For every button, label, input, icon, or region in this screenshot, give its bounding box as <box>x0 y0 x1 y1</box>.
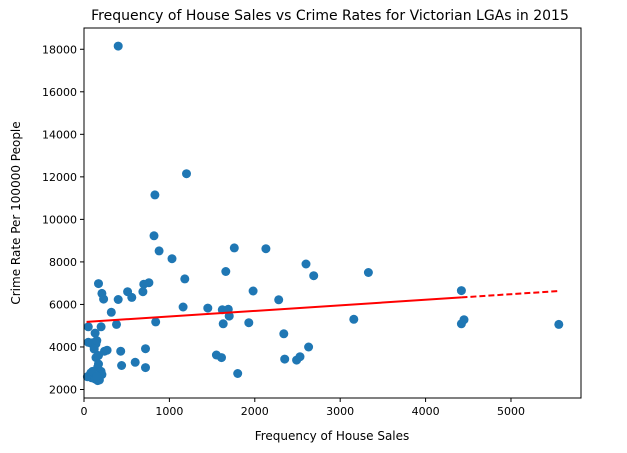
data-point <box>280 354 290 364</box>
data-point <box>112 319 121 329</box>
data-point <box>217 353 226 363</box>
y-tick-label: 4000 <box>49 341 77 354</box>
data-point <box>83 322 93 332</box>
data-point <box>113 295 123 304</box>
data-point <box>94 279 103 289</box>
y-tick-label: 8000 <box>49 256 77 269</box>
y-tick-label: 6000 <box>49 298 77 311</box>
data-point <box>203 303 213 313</box>
data-point <box>456 286 466 296</box>
x-tick-label: 3000 <box>326 405 354 418</box>
data-point <box>154 246 164 256</box>
x-tick-label: 4000 <box>412 405 440 418</box>
data-point <box>224 311 234 321</box>
data-point <box>127 292 137 302</box>
data-point <box>139 279 149 289</box>
x-tick-label: 1000 <box>155 405 183 418</box>
data-point <box>90 328 100 338</box>
data-point <box>150 190 160 200</box>
data-point <box>113 41 123 51</box>
data-point <box>349 314 359 324</box>
data-point <box>138 287 148 297</box>
y-axis-label: Crime Rate Per 100000 People <box>9 121 23 304</box>
data-point <box>167 254 177 264</box>
y-tick-label: 12000 <box>42 171 77 184</box>
y-axis: 2000 4000 6000 8000 10000 12000 14000 16000 1800… <box>42 43 84 396</box>
data-point <box>94 359 103 369</box>
data-point <box>116 346 126 356</box>
data-point <box>178 302 188 312</box>
data-point <box>274 295 284 305</box>
x-tick-label: 0 <box>81 405 88 418</box>
data-point <box>304 342 314 352</box>
trend-line-extrapolated <box>461 290 559 299</box>
data-point <box>180 274 190 284</box>
data-point <box>301 259 311 269</box>
data-point <box>106 307 116 317</box>
data-point <box>363 268 373 277</box>
data-point <box>279 329 289 339</box>
data-point <box>182 169 191 179</box>
y-tick-label: 18000 <box>42 43 77 56</box>
data-point <box>229 243 239 253</box>
chart-title: Frequency of House Sales vs Crime Rates … <box>91 8 569 24</box>
data-point <box>151 317 161 327</box>
data-point <box>554 319 564 329</box>
data-point <box>89 344 99 354</box>
data-point <box>92 371 102 381</box>
data-point <box>248 286 258 296</box>
x-tick-label: 2000 <box>241 405 269 418</box>
trend-line <box>86 296 462 323</box>
data-point <box>218 319 228 329</box>
y-tick-label: 16000 <box>42 86 77 99</box>
data-point <box>99 294 109 304</box>
y-tick-label: 2000 <box>49 383 77 396</box>
plot-frame <box>83 27 582 399</box>
data-point <box>141 363 150 373</box>
data-point <box>92 336 102 346</box>
data-point <box>141 344 150 354</box>
x-axis-label: Frequency of House Sales <box>255 429 410 443</box>
data-point <box>295 352 305 362</box>
data-point <box>233 369 243 378</box>
data-point <box>309 271 319 281</box>
data-point <box>96 322 106 332</box>
data-point <box>130 357 140 367</box>
data-point <box>459 315 469 325</box>
y-tick-label: 10000 <box>42 213 77 226</box>
data-point <box>261 244 271 254</box>
data-point <box>149 231 159 241</box>
data-point <box>117 361 127 370</box>
data-point <box>102 345 112 355</box>
data-point <box>221 267 231 276</box>
data-point <box>244 318 254 328</box>
x-tick-label: 5000 <box>497 405 525 418</box>
y-tick-label: 14000 <box>42 128 77 141</box>
x-axis: 0 1000 2000 3000 4000 5000 <box>81 398 525 418</box>
plot-area <box>82 41 564 386</box>
